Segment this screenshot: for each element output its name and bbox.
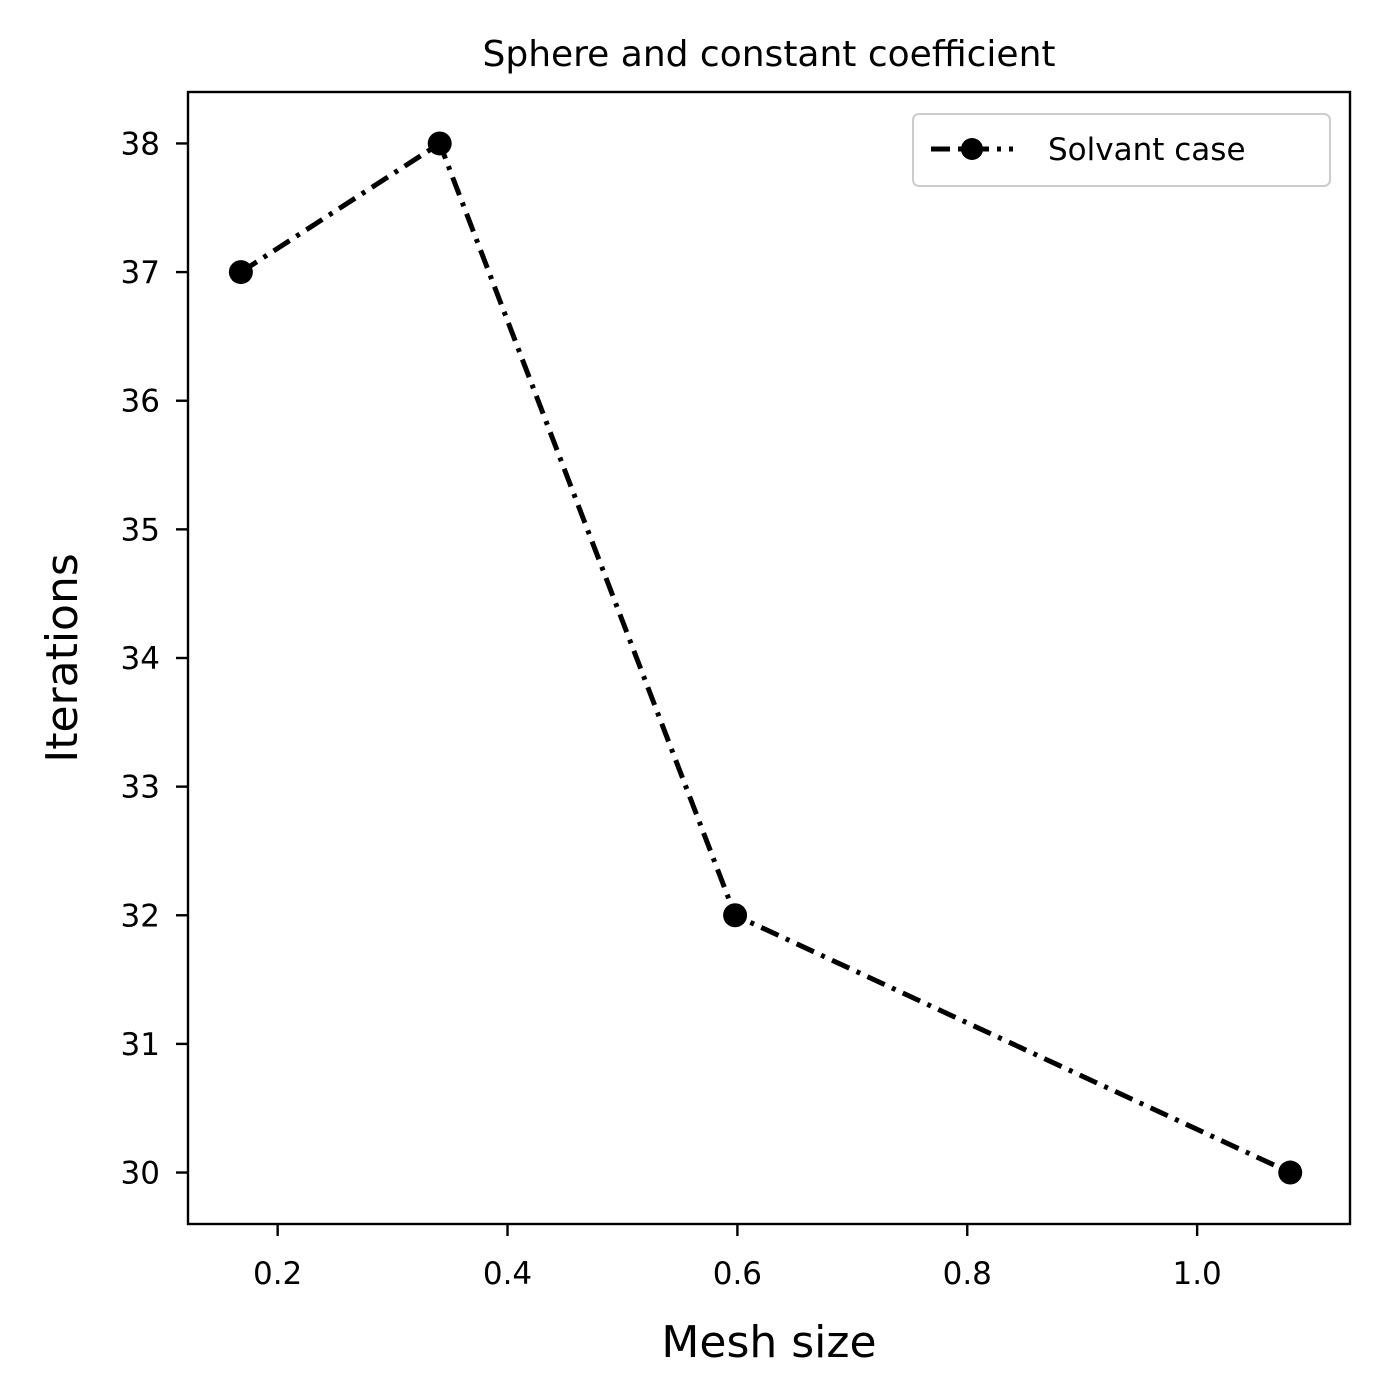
x-axis-label: Mesh size: [661, 1317, 876, 1368]
legend-marker: [961, 138, 983, 160]
series-layer: [228, 131, 1303, 1185]
axis-ticks: 0.2 0.4 0.6 0.8 1.0 30 31 32 33 34 35 36 37 38: [121, 126, 1222, 1292]
x-tick-label: 0.2: [253, 1256, 302, 1292]
y-tick-label: 37: [121, 255, 160, 291]
series-line: [239, 141, 1292, 1175]
data-point: [228, 260, 253, 285]
legend-box: [912, 113, 1331, 187]
x-tick-label: 1.0: [1172, 1256, 1221, 1292]
chart-title: Sphere and constant coefficient: [482, 34, 1055, 75]
y-tick-label: 34: [121, 641, 160, 677]
x-tick-label: 0.4: [483, 1256, 532, 1292]
y-tick-label: 35: [121, 512, 160, 548]
x-tick-label: 0.8: [943, 1256, 992, 1292]
data-point: [723, 903, 748, 928]
x-tick-label: 0.6: [713, 1256, 762, 1292]
legend: Solvant case: [912, 113, 1331, 187]
y-axis-label: Iterations: [37, 553, 88, 763]
y-tick-label: 36: [121, 384, 160, 420]
data-point: [1278, 1160, 1303, 1185]
y-tick-label: 33: [121, 770, 160, 806]
data-point: [427, 131, 452, 156]
plot-frame: [186, 90, 1352, 1226]
y-tick-label: 38: [121, 126, 160, 162]
legend-label: Solvant case: [1048, 132, 1246, 168]
y-tick-label: 30: [121, 1156, 160, 1192]
y-tick-label: 31: [121, 1027, 160, 1063]
y-tick-label: 32: [121, 898, 160, 934]
